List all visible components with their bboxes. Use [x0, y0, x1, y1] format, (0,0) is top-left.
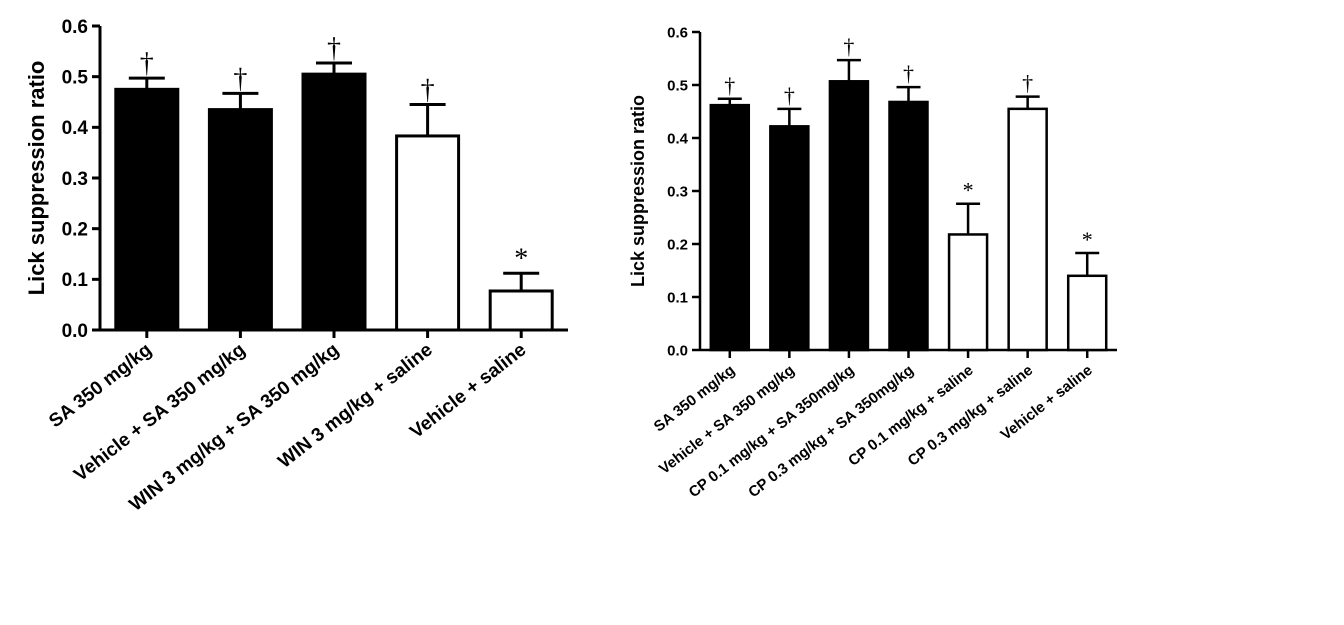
y-axis-title: Lick suppression ratio	[24, 61, 49, 296]
significance-marker: †	[327, 33, 341, 64]
y-tick-label: 0.1	[667, 289, 688, 306]
y-tick-label: 0.5	[667, 77, 688, 94]
chart-2: 0.0 0.1 0.2 0.3 0.4 0.5 0.6 Lick suppression ra…	[628, 24, 1117, 501]
y-tick-label: 0.6	[62, 17, 88, 38]
bar	[828, 80, 870, 352]
bar	[709, 103, 751, 352]
y-tick-label: 0.0	[62, 321, 88, 342]
significance-marker: *	[1082, 227, 1093, 252]
bar	[1066, 274, 1108, 352]
significance-marker: †	[140, 48, 154, 79]
y-tick-label: 0.1	[62, 270, 89, 291]
significance-marker: †	[724, 73, 735, 98]
y-tick-label: 0.3	[667, 183, 688, 200]
significance-marker: †	[233, 63, 247, 94]
y-tick-label: 0.6	[667, 24, 688, 41]
significance-marker: †	[843, 34, 854, 59]
y-tick-label: 0.0	[667, 342, 688, 359]
significance-marker: *	[963, 178, 974, 203]
y-axis-title: Lick suppression ratio	[628, 95, 648, 287]
bar	[207, 108, 273, 332]
y-tick-label: 0.4	[667, 130, 689, 147]
bar	[769, 125, 810, 352]
bar	[1007, 107, 1048, 352]
significance-marker: *	[514, 243, 528, 274]
bar	[488, 289, 554, 332]
bar	[947, 233, 989, 352]
y-tick-label: 0.5	[62, 68, 89, 89]
significance-marker: †	[903, 61, 914, 86]
y-tick-label: 0.2	[667, 236, 688, 253]
bar	[888, 100, 929, 352]
x-tick-label: WIN 3 mg/kg + saline	[274, 339, 436, 472]
y-tick-label: 0.3	[62, 169, 88, 190]
bar	[301, 72, 367, 332]
y-tick-label: 0.2	[62, 220, 88, 241]
bar	[395, 134, 461, 332]
significance-marker: †	[421, 75, 435, 106]
significance-marker: †	[784, 83, 795, 108]
x-tick-label: Vehicle + SA 350 mg/kg	[70, 339, 249, 485]
y-tick-label: 0.4	[62, 118, 89, 139]
chart-1: 0.0 0.1 0.2 0.3 0.4 0.5 0.6 Lick suppression ra…	[24, 17, 568, 516]
bar	[114, 87, 180, 332]
significance-marker: †	[1022, 71, 1033, 96]
